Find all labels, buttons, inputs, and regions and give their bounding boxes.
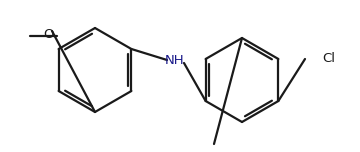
- Text: NH: NH: [165, 55, 185, 67]
- Text: O: O: [43, 28, 53, 40]
- Text: Cl: Cl: [322, 52, 335, 66]
